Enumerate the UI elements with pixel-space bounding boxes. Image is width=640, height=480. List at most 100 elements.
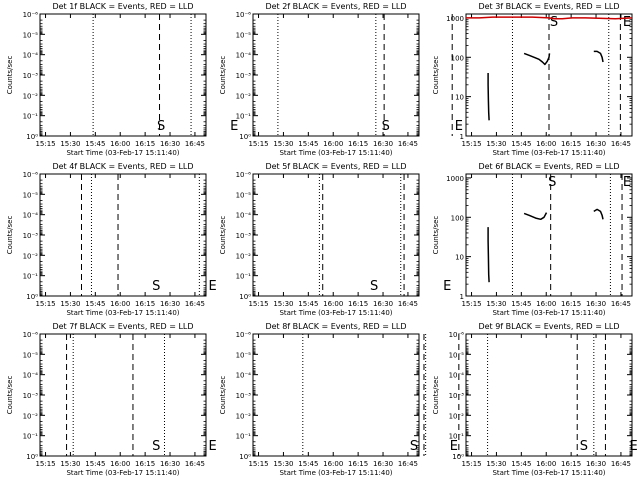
y-tick-label: 10⁻² [236,252,252,260]
x-tick-label: 16:45 [185,460,205,468]
x-tick-label: 16:00 [110,460,130,468]
y-tick-label: 10⁻⁴ [23,212,39,220]
x-tick-label: 16:00 [110,140,130,148]
x-tick-label: 15:15 [35,460,55,468]
panel-title: Det 6f BLACK = Events, RED = LLD [478,162,619,171]
y-tick-label: 10⁻¹ [236,273,252,281]
y-tick-label: 1000 [446,15,464,23]
x-tick-label: 15:15 [461,140,481,148]
x-tick-label: 16:30 [586,140,606,148]
x-tick-label: 15:30 [486,460,506,468]
y-tick-label: 10⁻⁴ [236,212,252,220]
y-tick-label: 10⁻³ [449,392,465,400]
x-tick-label: 15:15 [461,300,481,308]
x-tick-label: 16:30 [586,460,606,468]
y-axis-label: Counts/sec [432,56,440,95]
x-tick-label: 16:45 [185,300,205,308]
events-series-line [487,227,490,283]
end-marker: E [623,175,631,190]
panel-title: Det 8f BLACK = Events, RED = LLD [265,322,406,331]
x-tick-label: 15:30 [273,300,293,308]
plot-frame [465,333,633,457]
x-tick-label: 15:30 [60,460,80,468]
events-series-line [523,212,548,221]
y-axis-label: Counts/sec [6,376,14,415]
x-tick-label: 15:15 [461,460,481,468]
x-axis-label: Start Time (03-Feb-17 15:11:40) [492,469,605,477]
x-axis-label: Start Time (03-Feb-17 15:11:40) [66,149,179,157]
panel-title: Det 7f BLACK = Events, RED = LLD [52,322,193,331]
x-tick-label: 16:15 [348,300,368,308]
y-tick-label: 10⁻⁶ [23,11,39,19]
x-axis-label: Start Time (03-Feb-17 15:11:40) [279,469,392,477]
start-marker: S [580,439,588,454]
y-tick-label: 10 [455,94,464,102]
x-tick-label: 16:30 [373,300,393,308]
panel-title: Det 9f BLACK = Events, RED = LLD [478,322,619,331]
panel-det-7: Det 7f BLACK = Events, RED = LLD 15:15 15:… [6,322,217,477]
panel-det-1: Det 1f BLACK = Events, RED = LLD 15:15 15:… [6,2,238,157]
y-tick-label: 10⁰ [239,453,251,461]
end-marker: E [623,15,631,30]
plot-frame [39,13,207,137]
plot-frame [252,173,420,297]
start-marker: S [548,175,556,190]
y-tick-label: 10⁻¹ [23,273,39,281]
x-tick-label: 16:30 [160,460,180,468]
y-tick-label: 10⁻³ [236,232,252,240]
panel-title: Det 5f BLACK = Events, RED = LLD [265,162,406,171]
x-tick-label: 16:30 [160,140,180,148]
start-marker: S [152,439,160,454]
x-axis-label: Start Time (03-Feb-17 15:11:40) [66,309,179,317]
start-marker: S [152,279,160,294]
x-tick-label: 16:45 [398,460,418,468]
x-tick-label: 16:15 [135,460,155,468]
x-tick-label: 16:00 [536,300,556,308]
x-tick-label: 15:45 [85,300,105,308]
y-tick-label: 10⁻³ [23,72,39,80]
events-series-line [593,50,604,63]
x-tick-label: 15:30 [60,300,80,308]
end-marker: E [455,119,463,134]
end-marker: E [443,279,451,294]
end-marker: E [209,279,217,294]
x-axis-label: Start Time (03-Feb-17 15:11:40) [66,469,179,477]
events-series-line [523,52,551,66]
y-tick-label: 1 [460,133,464,141]
y-tick-label: 100 [451,54,464,62]
panel-det-4: Det 4f BLACK = Events, RED = LLD 15:15 15:… [6,162,217,317]
start-marker: S [550,15,558,30]
x-axis-label: Start Time (03-Feb-17 15:11:40) [492,309,605,317]
y-tick-label: 10⁰ [26,453,38,461]
x-tick-label: 15:45 [85,140,105,148]
x-tick-label: 16:30 [160,300,180,308]
y-tick-label: 10 [455,254,464,262]
y-tick-label: 10⁻⁶ [236,171,252,179]
start-marker: S [382,119,390,134]
y-tick-label: 1000 [446,175,464,183]
y-tick-label: 10⁻² [236,92,252,100]
plot-frame [252,333,420,457]
x-tick-label: 15:15 [248,140,268,148]
y-tick-label: 1 [460,293,464,301]
x-tick-label: 16:15 [561,140,581,148]
x-tick-label: 16:00 [536,460,556,468]
y-tick-label: 10⁻⁵ [23,191,39,199]
y-tick-label: 10⁻⁵ [236,351,252,359]
lld-series-line [466,16,633,20]
panel-title: Det 4f BLACK = Events, RED = LLD [52,162,193,171]
y-tick-label: 10⁻⁴ [236,52,252,60]
y-tick-label: 10⁻⁶ [449,331,465,339]
y-tick-label: 10⁻⁵ [23,31,39,39]
y-axis-label: Counts/sec [219,56,227,95]
x-tick-label: 16:30 [586,300,606,308]
start-marker: S [410,439,418,454]
x-tick-label: 15:45 [511,140,531,148]
y-tick-label: 10⁻¹ [23,113,39,121]
y-tick-label: 10⁻³ [23,392,39,400]
y-tick-label: 10⁻¹ [23,433,39,441]
end-marker: E [450,439,458,454]
x-tick-label: 15:15 [35,300,55,308]
y-tick-label: 10⁻² [23,92,39,100]
